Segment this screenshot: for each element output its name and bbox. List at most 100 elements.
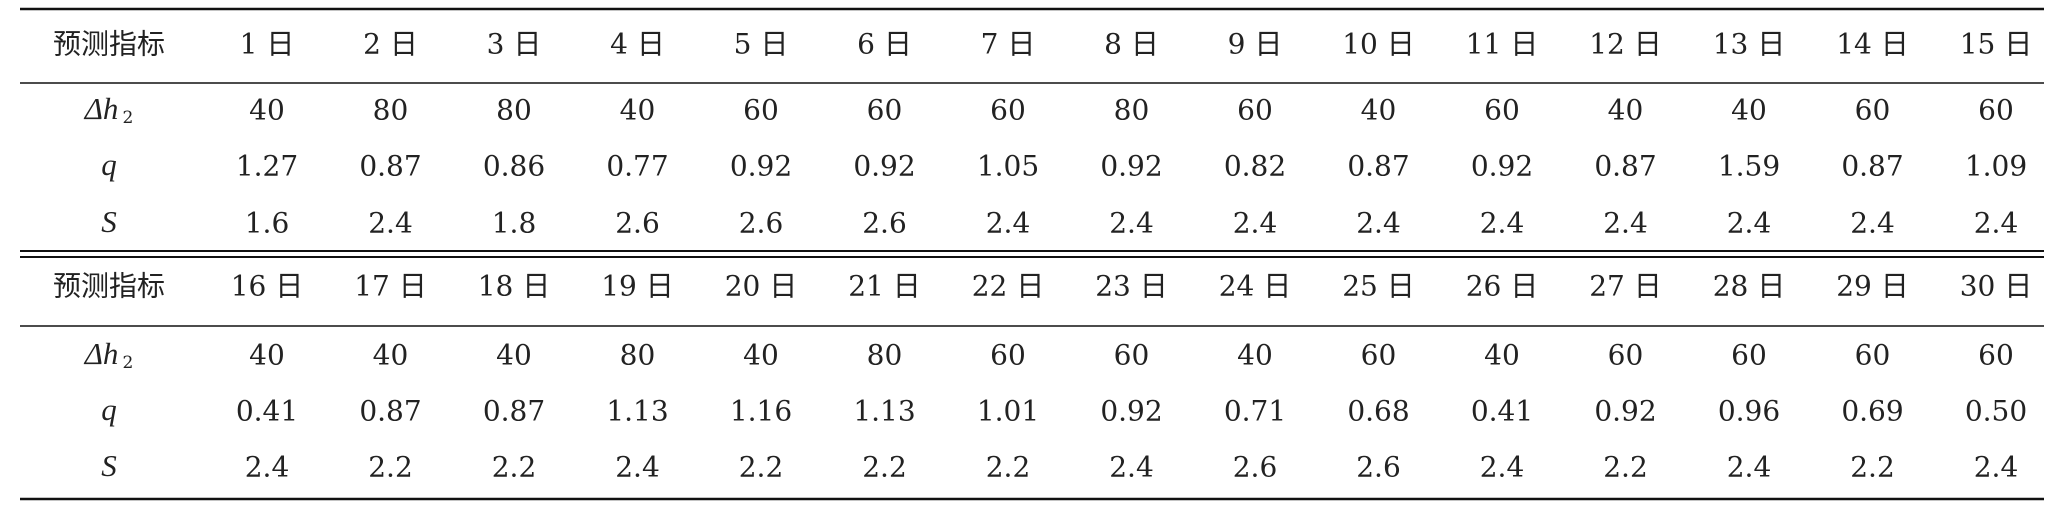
cell-value: 1.05 [977,150,1039,183]
row-symbol: q [101,147,117,182]
day-header: 22 日 [972,270,1045,303]
cell-value: 0.82 [1224,150,1286,183]
cell-value: 0.87 [1594,150,1656,183]
row-subscript: 2 [122,108,133,128]
row-label: Δh 2 [83,91,134,127]
day-header: 26 日 [1466,270,1539,303]
day-header: 19 日 [601,270,674,303]
cell-value: 0.87 [1347,150,1409,183]
cell-value: 2.6 [615,207,660,240]
cell-value: 1.01 [977,395,1039,428]
cell-value: 2.4 [1974,451,2019,484]
cell-value: 40 [249,94,285,127]
cell-value: 80 [620,339,656,372]
day-header: 13 日 [1713,28,1786,61]
row-symbol: S [101,448,117,483]
cell-value: 60 [1114,339,1150,372]
cell-value: 2.4 [245,451,290,484]
day-header: 2 日 [363,28,418,61]
cell-value: 2.4 [1850,207,1895,240]
cell-value: 60 [1978,94,2014,127]
cell-value: 2.4 [1233,207,1278,240]
row-symbol: q [101,392,117,427]
day-header: 10 日 [1342,28,1415,61]
day-header: 6 日 [857,28,912,61]
row-label: q [101,147,117,182]
day-header: 17 日 [354,270,427,303]
cell-value: 60 [1855,339,1891,372]
cell-value: 0.96 [1718,395,1780,428]
cell-value: 40 [743,339,779,372]
day-header: 27 日 [1589,270,1662,303]
row-label: S [101,204,117,239]
day-header: 14 日 [1836,28,1909,61]
cell-value: 40 [1237,339,1273,372]
cell-value: 0.77 [606,150,668,183]
cell-value: 2.4 [368,207,413,240]
cell-value: 0.87 [359,150,421,183]
cell-value: 0.92 [853,150,915,183]
cell-value: 60 [1484,94,1520,127]
cell-value: 60 [1608,339,1644,372]
day-header: 7 日 [981,28,1036,61]
cell-value: 40 [496,339,532,372]
row-symbol: Δh [83,336,119,371]
cell-value: 0.87 [359,395,421,428]
header-label: 预测指标 [53,28,165,61]
cell-value: 2.2 [1850,451,1895,484]
day-header: 1 日 [240,28,295,61]
row-label: q [101,392,117,427]
day-header: 20 日 [725,270,798,303]
cell-value: 80 [867,339,903,372]
cell-value: 2.2 [1603,451,1648,484]
day-header: 5 日 [734,28,789,61]
cell-value: 2.4 [986,207,1031,240]
cell-value: 1.16 [730,395,792,428]
row-label: Δh 2 [83,336,134,372]
cell-value: 80 [496,94,532,127]
cell-value: 2.4 [1727,451,1772,484]
cell-value: 60 [867,94,903,127]
cell-value: 2.4 [615,451,660,484]
cell-value: 2.4 [1727,207,1772,240]
header-label: 预测指标 [53,270,165,303]
day-header: 12 日 [1589,28,1662,61]
cell-value: 2.4 [1109,451,1154,484]
cell-value: 40 [249,339,285,372]
cell-value: 2.4 [1480,207,1525,240]
cell-value: 1.8 [492,207,537,240]
row-subscript: 2 [122,353,133,373]
cell-value: 1.13 [853,395,915,428]
cell-value: 0.86 [483,150,545,183]
cell-value: 0.87 [483,395,545,428]
cell-value: 2.2 [739,451,784,484]
cell-value: 80 [1114,94,1150,127]
cell-value: 2.6 [1233,451,1278,484]
cell-value: 1.6 [245,207,290,240]
cell-value: 0.92 [730,150,792,183]
cell-value: 2.4 [1603,207,1648,240]
cell-value: 2.6 [862,207,907,240]
day-header: 9 日 [1228,28,1283,61]
cell-value: 1.59 [1718,150,1780,183]
cell-value: 1.13 [606,395,668,428]
cell-value: 0.92 [1100,395,1162,428]
cell-value: 40 [1608,94,1644,127]
cell-value: 80 [373,94,409,127]
cell-value: 0.87 [1841,150,1903,183]
cell-value: 0.68 [1347,395,1409,428]
cell-value: 2.6 [739,207,784,240]
cell-value: 0.71 [1224,395,1286,428]
day-header: 15 日 [1960,28,2033,61]
cell-value: 60 [1855,94,1891,127]
cell-value: 60 [1978,339,2014,372]
cell-value: 0.41 [236,395,298,428]
day-header: 11 日 [1466,28,1539,61]
cell-value: 2.4 [1974,207,2019,240]
cell-value: 40 [1484,339,1520,372]
cell-value: 40 [1731,94,1767,127]
cell-value: 60 [1731,339,1767,372]
day-header: 29 日 [1836,270,1909,303]
